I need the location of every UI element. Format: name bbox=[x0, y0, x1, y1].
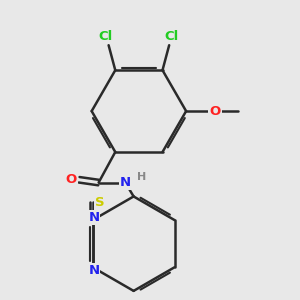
Text: N: N bbox=[88, 211, 99, 224]
Text: O: O bbox=[65, 173, 76, 186]
Text: N: N bbox=[88, 264, 99, 277]
Text: N: N bbox=[120, 176, 131, 189]
Text: Cl: Cl bbox=[99, 30, 113, 44]
Text: H: H bbox=[137, 172, 147, 182]
Text: Cl: Cl bbox=[165, 30, 179, 44]
Text: S: S bbox=[94, 196, 104, 208]
Text: O: O bbox=[209, 105, 220, 118]
